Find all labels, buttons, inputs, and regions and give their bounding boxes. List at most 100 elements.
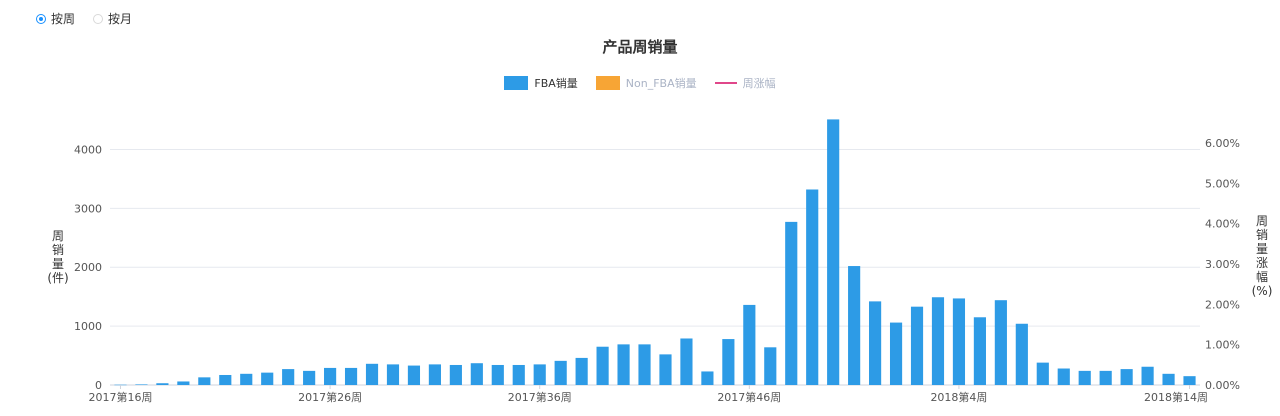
legend-line-icon: [714, 82, 737, 84]
bar: [554, 360, 567, 385]
x-axis: 2017第16周 2017第26周 2017第36周 2017第46周 2018第4周 2…: [88, 385, 1208, 404]
y-axis-name-right: (%): [1252, 284, 1273, 298]
y-axis-name-right: 涨: [1256, 255, 1268, 270]
bar: [261, 372, 274, 385]
bar: [596, 346, 609, 385]
y-axis-name-left: 量: [52, 257, 64, 271]
radio-by-month[interactable]: 按月: [93, 10, 132, 27]
y-axis-left: 0 1000 2000 3000 4000: [74, 143, 102, 392]
y-axis-name-right: 销: [1256, 228, 1268, 242]
chart-title: 产品周销量: [602, 38, 678, 56]
y-axis-name-left: (件): [47, 271, 68, 285]
radio-dot-icon: [36, 13, 46, 24]
bar: [428, 364, 441, 385]
radio-label: 按月: [108, 12, 133, 26]
bar: [114, 384, 127, 386]
legend-item-non-fba[interactable]: Non_FBA销量: [595, 75, 697, 91]
legend-swatch-icon: [504, 76, 529, 90]
bar: [994, 300, 1007, 385]
y-right-tick-label: 6.00%: [1205, 137, 1240, 150]
bar: [365, 363, 379, 385]
bar: [869, 301, 882, 385]
period-toggle: 按周 按月: [36, 10, 132, 27]
y-right-tick-label: 5.00%: [1205, 177, 1240, 190]
bar: [449, 364, 462, 385]
legend-swatch-icon: [595, 76, 620, 90]
y-axis-name-right: 量: [1256, 242, 1268, 256]
x-tick-label: 2018第4周: [930, 390, 987, 404]
bar: [931, 297, 945, 385]
bar: [889, 322, 903, 385]
bar: [973, 317, 986, 385]
y-right-tick-label: 1.00%: [1205, 339, 1240, 352]
bar: [1120, 369, 1133, 385]
y-right-tick-label: 0.00%: [1205, 379, 1240, 392]
bar: [848, 266, 861, 385]
x-tick-label: 2017第26周: [298, 390, 362, 404]
bar: [722, 339, 735, 385]
y-right-tick-label: 4.00%: [1205, 218, 1240, 231]
bar: [386, 364, 400, 385]
bar: [910, 306, 924, 385]
bar: [1183, 376, 1196, 385]
y-axis-name-right: 幅: [1256, 269, 1268, 284]
bar: [1015, 323, 1028, 385]
bar: [806, 189, 819, 385]
y-tick-label: 2000: [74, 261, 102, 274]
bar: [659, 354, 672, 385]
bar: [135, 384, 148, 385]
bar: [764, 347, 777, 385]
bar: [952, 298, 966, 385]
bar: [219, 374, 232, 385]
chart-legend: FBA销量 Non_FBA销量 周涨幅: [0, 75, 1280, 91]
bar: [1162, 373, 1175, 385]
bar: [177, 381, 190, 385]
gridlines: [110, 148, 1200, 386]
bar-series-fba: [114, 119, 1196, 386]
bar: [512, 364, 525, 385]
radio-by-week[interactable]: 按周: [36, 10, 75, 27]
bar: [638, 344, 651, 385]
bar: [282, 369, 295, 385]
y-right-tick-label: 3.00%: [1205, 258, 1240, 271]
y-tick-label: 0: [95, 379, 102, 392]
y-tick-label: 4000: [74, 143, 102, 156]
bar: [344, 367, 358, 385]
legend-label: FBA销量: [534, 77, 578, 90]
bar: [617, 344, 630, 385]
bar: [491, 364, 504, 385]
bar: [680, 338, 693, 385]
bar: [324, 367, 337, 385]
radio-dot-icon: [93, 13, 104, 24]
bar: [303, 370, 316, 385]
y-axis-name-left: 周: [52, 229, 64, 243]
y-right-tick-label: 2.00%: [1205, 298, 1240, 311]
x-tick-label: 2017第16周: [88, 390, 152, 404]
bar: [1036, 362, 1049, 385]
legend-item-fba[interactable]: FBA销量: [504, 75, 578, 91]
y-axis-right: 0.00% 1.00% 2.00% 3.00% 4.00% 5.00% 6.00%: [1205, 137, 1240, 392]
y-tick-label: 1000: [74, 320, 102, 333]
bar: [1078, 370, 1091, 385]
x-tick-label: 2018第14周: [1144, 390, 1208, 404]
bar: [743, 304, 756, 385]
bar: [533, 364, 546, 385]
bar: [407, 365, 421, 385]
bar: [575, 357, 588, 385]
y-axis-name-right: 周: [1256, 214, 1268, 228]
bar: [701, 371, 714, 385]
bar: [1057, 368, 1070, 385]
bar: [827, 119, 840, 386]
legend-label: Non_FBA销量: [625, 77, 697, 90]
y-axis-name-left: 销: [52, 243, 64, 257]
x-tick-label: 2017第46周: [717, 390, 781, 404]
radio-label: 按周: [51, 12, 76, 26]
legend-label: 周涨幅: [742, 77, 776, 90]
bar: [240, 373, 253, 385]
bar: [1141, 366, 1154, 385]
bar: [470, 363, 483, 385]
legend-item-weekly-growth[interactable]: 周涨幅: [714, 75, 776, 91]
x-tick-label: 2017第36周: [508, 390, 572, 404]
